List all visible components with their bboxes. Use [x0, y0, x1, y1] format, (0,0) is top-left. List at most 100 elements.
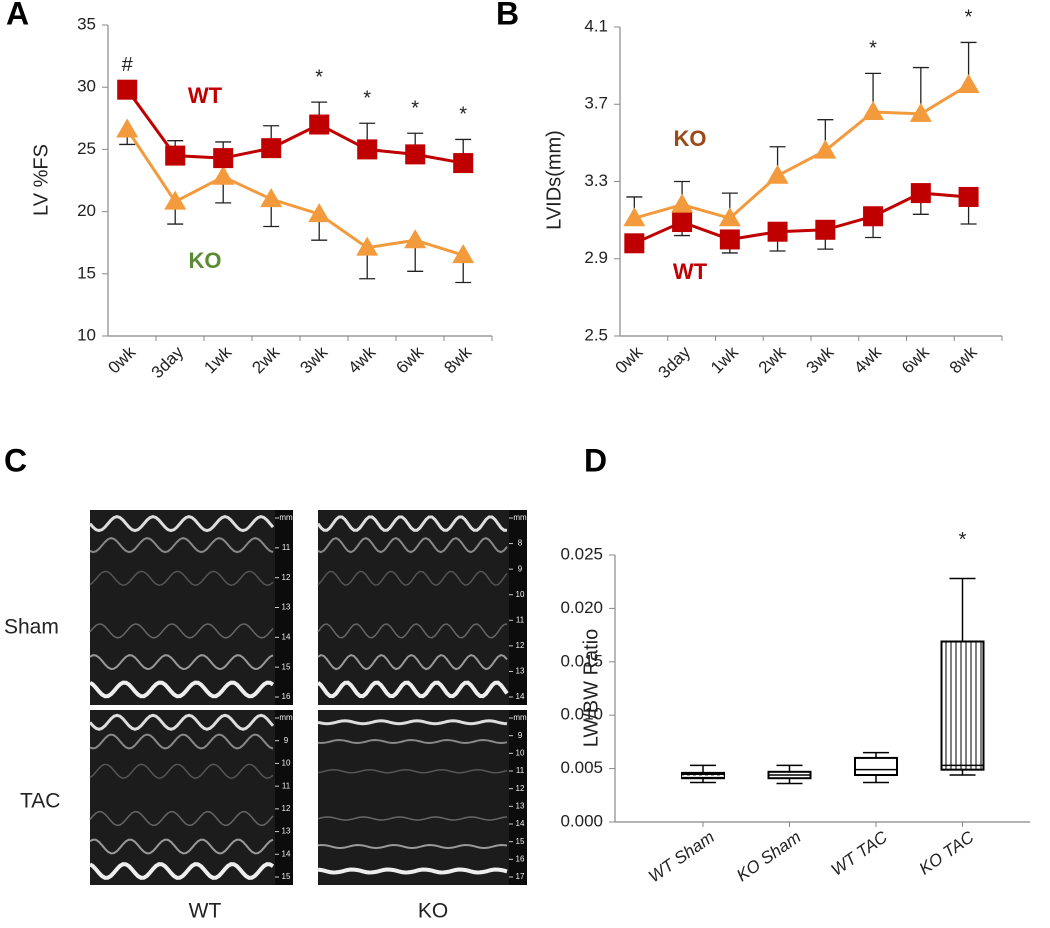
marker: [863, 206, 884, 227]
marker: [910, 183, 931, 204]
ruler-label: 14: [282, 849, 291, 858]
box: [854, 756, 898, 777]
x-tick-label: 1wk: [707, 342, 742, 377]
ruler: [509, 710, 527, 885]
row-label: TAC: [20, 790, 60, 813]
echo-trace: [317, 769, 508, 774]
echo-trace: [89, 810, 274, 827]
marker: [165, 145, 186, 166]
x-tick-label: 3wk: [803, 342, 838, 377]
ruler-label: 9: [518, 731, 523, 740]
echo-trace: [89, 537, 274, 554]
marker: [766, 164, 789, 184]
x-tick-label: 8wk: [440, 342, 475, 377]
marker: [767, 221, 788, 242]
ruler-label: 11: [282, 543, 291, 552]
row-label: Sham: [4, 616, 59, 639]
marker: [862, 100, 885, 120]
significance-mark: *: [459, 104, 467, 126]
x-tick-label: 8wk: [946, 342, 981, 377]
series-label: KO: [189, 248, 222, 273]
marker: [212, 165, 235, 185]
ruler-label: 9: [284, 736, 289, 745]
echo-trace: [317, 654, 508, 671]
y-tick-label: 3.7: [584, 94, 608, 113]
significance-mark: *: [959, 529, 967, 551]
echo-image: [318, 710, 527, 885]
marker: [116, 118, 139, 138]
echo-trace: [317, 843, 508, 850]
ruler: [509, 510, 527, 705]
ruler-label: 10: [516, 748, 525, 757]
y-tick-label: 0.010: [560, 705, 603, 724]
echo-trace: [89, 570, 274, 586]
echo-trace: [88, 680, 275, 699]
y-tick-label: 30: [77, 77, 96, 96]
column-label: WT: [189, 900, 222, 923]
y-tick-label: 10: [77, 325, 96, 344]
marker: [453, 153, 474, 174]
marker: [815, 219, 836, 240]
significance-mark: *: [869, 38, 877, 60]
x-tick-label: WT TAC: [828, 827, 892, 880]
x-tick-label: 3wk: [296, 342, 331, 377]
echo-trace: [88, 862, 275, 880]
y-tick-label: 0.015: [560, 651, 603, 670]
ruler-label: 12: [282, 804, 291, 813]
marker: [356, 236, 379, 256]
echo-trace: [317, 719, 508, 726]
marker: [357, 139, 378, 160]
significance-mark: #: [122, 54, 134, 76]
y-tick-label: 0.020: [560, 598, 603, 617]
marker: [164, 190, 187, 210]
ruler-label: 14: [282, 632, 291, 641]
ruler-label: mm: [513, 713, 527, 722]
marker: [309, 114, 330, 135]
series-label: WT: [673, 259, 708, 284]
ruler-label: mm: [513, 513, 527, 522]
series-label: WT: [188, 83, 223, 108]
y-tick-label: 0.025: [560, 544, 603, 563]
ruler-label: 13: [516, 801, 525, 810]
x-tick-label: 2wk: [755, 342, 790, 377]
y-tick-label: 4.1: [584, 16, 608, 35]
ruler-label: 17: [516, 872, 525, 881]
ruler-label: 15: [516, 837, 525, 846]
ruler-label: 12: [282, 573, 291, 582]
marker: [117, 79, 138, 100]
echo-trace: [89, 763, 274, 779]
column-label: KO: [418, 900, 448, 923]
x-tick-label: 1wk: [200, 342, 235, 377]
panel-letter: D: [584, 442, 607, 478]
panel-letter: A: [6, 0, 29, 31]
echo-image: [90, 710, 293, 885]
echo-trace: [89, 838, 274, 855]
y-tick-label: 3.3: [584, 171, 608, 190]
x-tick-label: 3day: [655, 342, 695, 382]
echo-trace: [317, 537, 508, 554]
panel-letter: C: [4, 442, 27, 478]
ruler-label: 13: [516, 667, 525, 676]
x-tick-label: 4wk: [850, 342, 885, 377]
x-tick-label: KO TAC: [916, 827, 978, 879]
ruler-label: 8: [518, 539, 523, 548]
echo-trace: [317, 623, 508, 639]
box: [940, 640, 985, 771]
significance-mark: *: [411, 98, 419, 120]
ruler-label: 12: [516, 641, 525, 650]
ruler-label: 9: [518, 564, 523, 573]
x-tick-label: 2wk: [248, 342, 283, 377]
echo-trace: [89, 654, 274, 671]
ruler-label: 11: [282, 781, 291, 790]
marker: [624, 233, 645, 254]
y-axis-label: LVIDs(mm): [543, 130, 565, 230]
x-tick-label: WT Sham: [645, 827, 718, 886]
ruler-label: mm: [279, 713, 293, 722]
echo-trace: [89, 623, 274, 639]
ruler-label: 13: [282, 603, 291, 612]
marker: [260, 188, 283, 208]
marker: [261, 138, 282, 159]
ruler-label: 10: [282, 759, 291, 768]
marker: [672, 212, 693, 233]
marker: [718, 207, 741, 227]
